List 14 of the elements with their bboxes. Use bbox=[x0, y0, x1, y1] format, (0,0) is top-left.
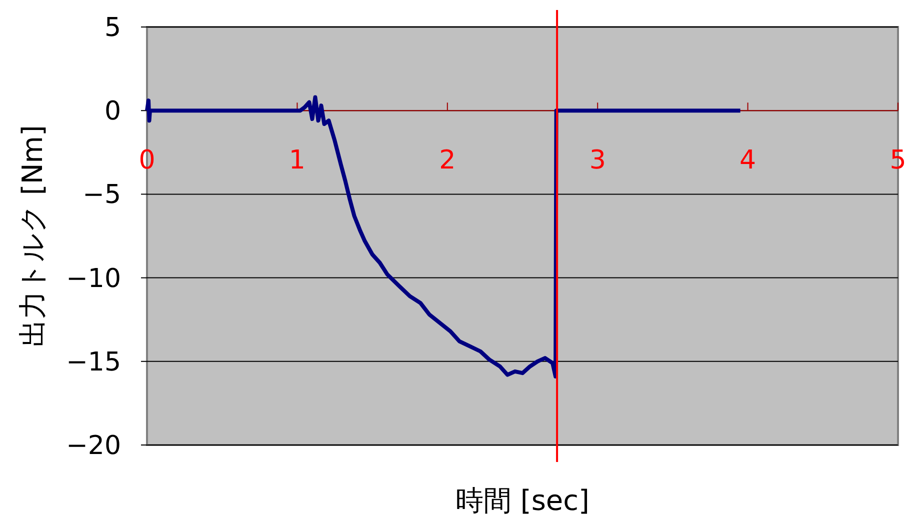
x-tick-label: 1 bbox=[288, 146, 306, 176]
y-tick-label: −5 bbox=[82, 180, 121, 210]
x-tick-label: 0 bbox=[138, 146, 156, 176]
x-axis-title: 時間 [sec] bbox=[456, 484, 590, 517]
y-tick-label: −20 bbox=[66, 431, 121, 461]
y-tick-label: 5 bbox=[104, 13, 121, 43]
x-tick-label: 3 bbox=[589, 146, 606, 176]
y-tick-label: 0 bbox=[104, 96, 121, 127]
x-tick-label: 4 bbox=[740, 146, 756, 176]
y-axis-title: 出力トルク [Nm] bbox=[16, 125, 49, 347]
y-tick-label: −15 bbox=[66, 347, 121, 378]
x-tick-label: 5 bbox=[890, 146, 906, 176]
x-tick-label: 2 bbox=[439, 146, 456, 176]
y-tick-label: −10 bbox=[66, 264, 121, 294]
